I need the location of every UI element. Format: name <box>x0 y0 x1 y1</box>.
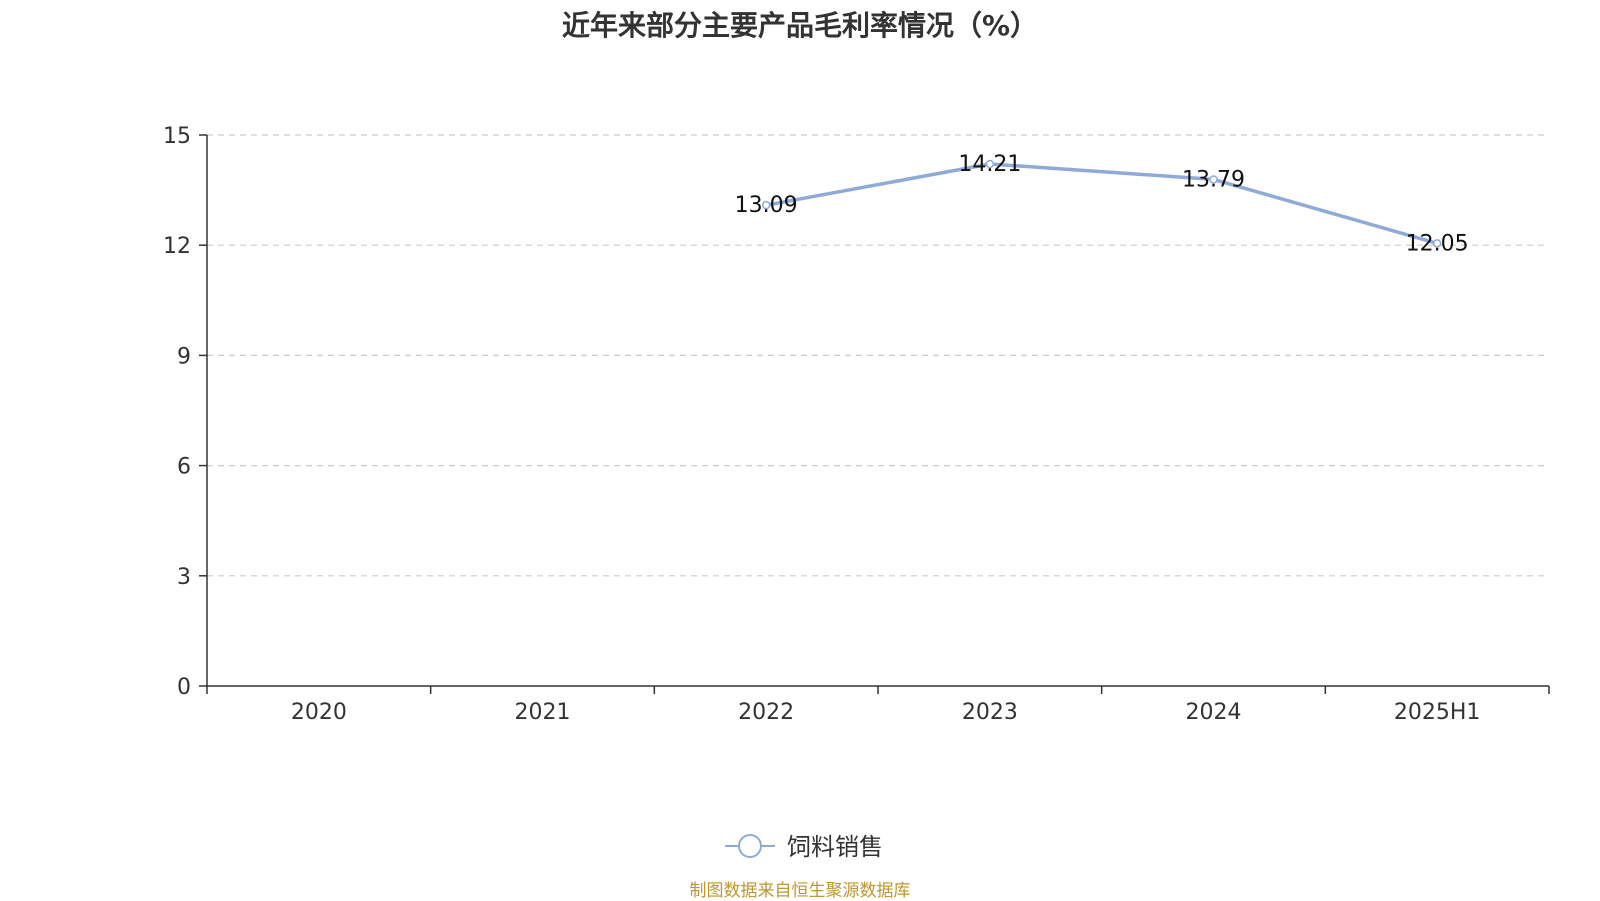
legend-marker <box>738 834 762 858</box>
grid-lines <box>207 134 1549 577</box>
data-point <box>985 159 995 169</box>
y-tick-label: 15 <box>163 124 191 149</box>
series-line <box>765 162 1438 246</box>
legend-label: 饲料销售 <box>787 833 883 861</box>
axes: 0 3 6 9 12 15 2020 2021 2022 2023 2024 2025H1 <box>163 124 1550 725</box>
y-tick-label: 0 <box>177 675 191 700</box>
data-point <box>1209 175 1218 184</box>
data-label: 13.79 <box>1182 167 1245 192</box>
x-tick-label: 2021 <box>515 700 571 725</box>
x-tick-label: 2025H1 <box>1394 700 1481 725</box>
data-labels: 13.09 14.21 13.79 12.05 <box>735 152 1469 256</box>
chart-title: 近年来部分主要产品毛利率情况（%） <box>561 9 1039 42</box>
y-tick-label: 6 <box>177 455 191 480</box>
data-label: 12.05 <box>1406 231 1469 256</box>
x-tick-label: 2023 <box>962 700 1018 725</box>
data-point <box>1432 239 1442 248</box>
y-tick-label: 9 <box>177 344 191 369</box>
data-point <box>761 200 771 210</box>
legend: 饲料销售 <box>725 833 883 861</box>
x-tick-label: 2024 <box>1186 700 1242 725</box>
data-label: 13.09 <box>735 193 798 218</box>
source-note: 制图数据来自恒生聚源数据库 <box>689 881 911 901</box>
x-tick-label: 2020 <box>291 700 347 725</box>
series <box>761 159 1442 248</box>
x-tick-label: 2022 <box>738 700 794 725</box>
y-tick-label: 12 <box>163 234 191 259</box>
y-tick-label: 3 <box>177 565 191 590</box>
data-label: 14.21 <box>958 152 1021 177</box>
